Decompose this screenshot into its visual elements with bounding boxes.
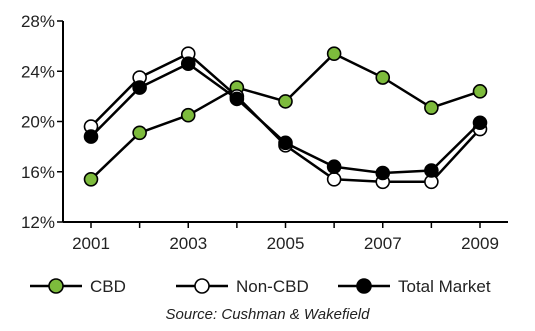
y-axis-ticks: 12% 16% 20% 24% 28% bbox=[21, 12, 63, 232]
source-note: Source: Cushman & Wakefield bbox=[165, 306, 370, 323]
data-point bbox=[180, 107, 196, 123]
axes bbox=[62, 21, 508, 223]
legend-label: CBD bbox=[90, 277, 126, 296]
legend-label: Non-CBD bbox=[236, 277, 309, 296]
data-point bbox=[472, 84, 488, 99]
x-tick-label: 2007 bbox=[364, 234, 402, 253]
data-point bbox=[229, 91, 245, 107]
series-cbd bbox=[83, 46, 488, 187]
data-point bbox=[424, 100, 439, 115]
data-point bbox=[375, 70, 391, 85]
y-tick-label: 28% bbox=[21, 12, 55, 31]
series-line bbox=[90, 62, 481, 175]
data-point bbox=[132, 125, 147, 141]
data-point bbox=[326, 171, 342, 187]
legend-marker bbox=[48, 278, 64, 294]
x-tick-label: 2003 bbox=[169, 234, 207, 253]
legend-item-cbd: CBD bbox=[30, 277, 126, 296]
series-line bbox=[90, 52, 481, 184]
x-tick-label: 2009 bbox=[461, 234, 499, 253]
legend-item-total-market: Total Market bbox=[338, 277, 491, 296]
series-total-market bbox=[83, 56, 488, 181]
legend-marker bbox=[356, 278, 372, 294]
data-point bbox=[132, 80, 147, 95]
data-point bbox=[375, 165, 391, 181]
series-layer bbox=[83, 46, 488, 190]
legend: CBD Non-CBD Total Market bbox=[30, 277, 491, 296]
data-point bbox=[326, 46, 342, 61]
data-point bbox=[180, 56, 196, 72]
data-point bbox=[278, 94, 293, 109]
y-tick-label: 20% bbox=[21, 113, 55, 132]
x-axis-ticks: 2001 2003 2005 2007 2009 bbox=[72, 222, 499, 253]
x-tick-label: 2001 bbox=[72, 234, 110, 253]
legend-item-non-cbd: Non-CBD bbox=[176, 277, 309, 296]
data-point bbox=[326, 159, 342, 175]
y-tick-label: 12% bbox=[21, 213, 55, 232]
data-point bbox=[472, 115, 488, 131]
data-point bbox=[424, 163, 439, 178]
legend-marker bbox=[194, 278, 210, 294]
legend-label: Total Market bbox=[398, 277, 491, 296]
data-point bbox=[278, 135, 293, 151]
x-tick-label: 2005 bbox=[267, 234, 305, 253]
y-tick-label: 24% bbox=[21, 62, 55, 81]
data-point bbox=[83, 171, 99, 187]
y-tick-label: 16% bbox=[21, 163, 55, 182]
data-point bbox=[83, 129, 99, 144]
